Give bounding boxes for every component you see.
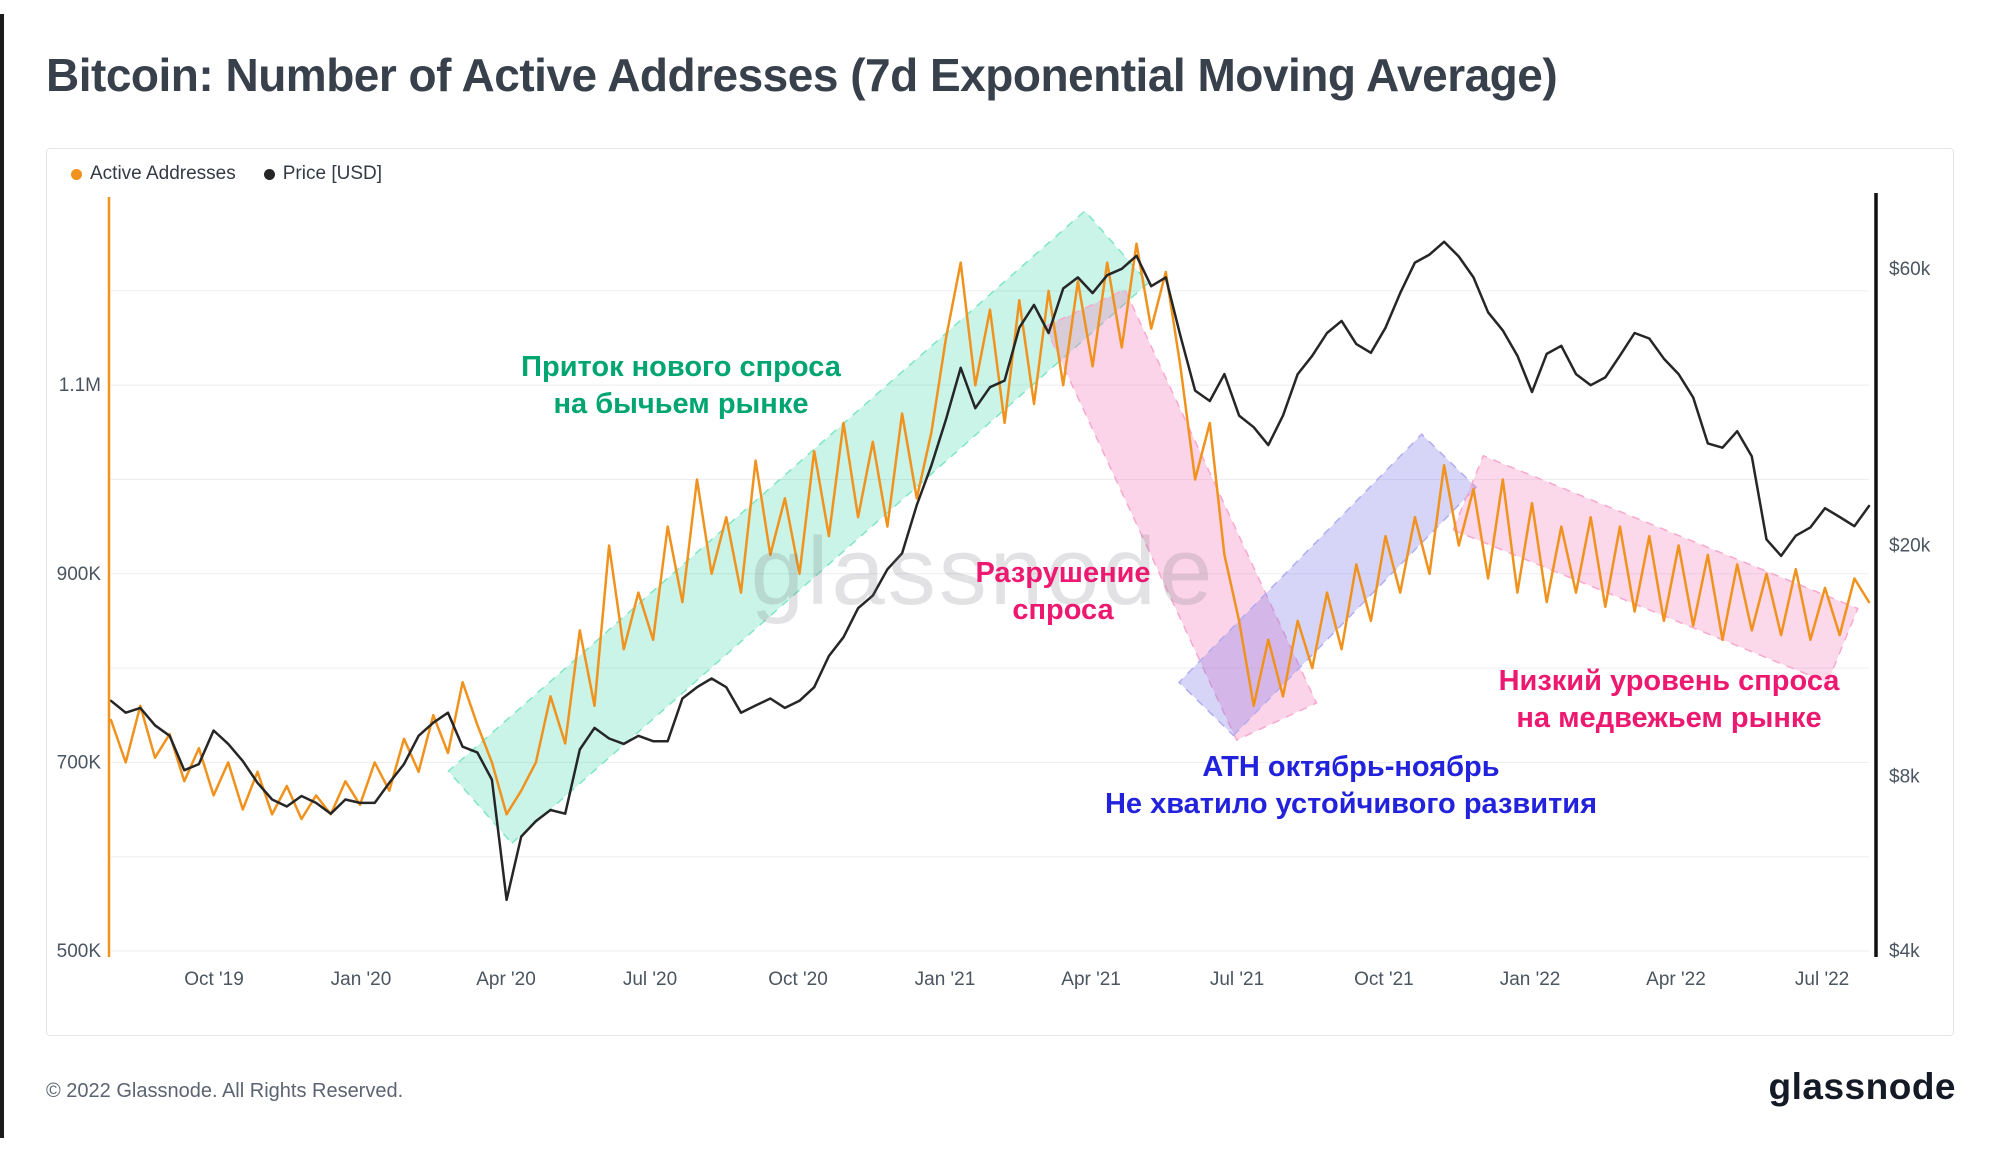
x-axis-tick: Oct '19 (184, 969, 244, 990)
x-axis-tick: Jan '21 (915, 969, 976, 990)
glassnode-logo: glassnode (1768, 1066, 1956, 1107)
annotation-bear-low-demand: Низкий уровень спроса на медвежьем рынке (1409, 663, 1929, 737)
legend-item-price[interactable]: Price [USD] (263, 163, 382, 185)
legend-label-active-addresses: Active Addresses (90, 163, 236, 184)
series-price-usd- (109, 240, 1871, 902)
x-axis-tick: Oct '21 (1354, 969, 1414, 990)
annotation-line: ATH октябрь-ноябрь (1202, 751, 1500, 783)
annotation-line: на бычьем рынке (553, 388, 809, 420)
left-axis-tick: 500K (57, 941, 102, 962)
left-axis-tick: 900K (57, 564, 102, 585)
right-axis-tick: $8k (1889, 766, 1920, 787)
annotation-ath-oct-nov: ATH октябрь-ноябрь Не хватило устойчивог… (1041, 749, 1661, 823)
annotation-line: Разрушение (975, 557, 1151, 589)
page-title: Bitcoin: Number of Active Addresses (7d … (46, 49, 1558, 101)
window-edge-line (0, 14, 4, 1138)
chart-legend: Active Addresses Price [USD] (71, 163, 382, 185)
left-axis-tick: 1.1M (59, 375, 101, 396)
x-axis-tick: Jul '22 (1795, 969, 1849, 990)
series-lines (109, 240, 1871, 902)
annotation-line: на медвежьем рынке (1516, 702, 1822, 734)
right-axis-tick: $60k (1889, 259, 1931, 280)
x-axis-tick: Apr '20 (476, 969, 536, 990)
watermark: glassnode (750, 518, 1216, 625)
legend-label-price: Price [USD] (282, 163, 382, 184)
legend-dot-active-addresses (71, 168, 82, 180)
axis-labels: 500K 700K 900K 1.1M $4k $8k $20k $60k Oct '19 Jan… (57, 259, 1931, 990)
demand-destruction-band (1044, 288, 1318, 742)
x-axis-tick: Apr '21 (1061, 969, 1121, 990)
copyright-text: © 2022 Glassnode. All Rights Reserved. (46, 1080, 404, 1102)
annotation-line: Низкий уровень спроса (1498, 665, 1840, 697)
annotation-line: Приток нового спроса (521, 351, 841, 383)
x-axis-tick: Jan '20 (331, 969, 392, 990)
x-axis-tick: Jul '20 (623, 969, 677, 990)
x-axis-tick: Jan '22 (1500, 969, 1561, 990)
chart-card: Active Addresses Price [USD] 500K 700K 900… (46, 148, 1954, 1036)
chart-plot[interactable]: 500K 700K 900K 1.1M $4k $8k $20k $60k Oct '19 Jan… (47, 149, 1953, 1035)
x-axis-tick: Apr '22 (1646, 969, 1706, 990)
annotation-line: спроса (1012, 594, 1114, 626)
annotation-line: Не хватило устойчивого развития (1104, 788, 1598, 820)
left-axis-tick: 700K (57, 752, 102, 773)
legend-item-active-addresses[interactable]: Active Addresses (71, 163, 236, 185)
legend-dot-price (263, 168, 275, 180)
series-active-addresses (109, 242, 1871, 821)
chart-svg: 500K 700K 900K 1.1M $4k $8k $20k $60k Oct '19 Jan… (57, 193, 1931, 990)
annotation-demand-destruction: Разрушение спроса (913, 555, 1213, 629)
x-axis-tick: Oct '20 (768, 969, 828, 990)
annotation-bull-demand: Приток нового спроса на бычьем рынке (431, 349, 931, 423)
right-axis-tick: $4k (1889, 941, 1920, 962)
right-axis-tick: $20k (1889, 536, 1931, 557)
x-axis-tick: Jul '21 (1210, 969, 1264, 990)
